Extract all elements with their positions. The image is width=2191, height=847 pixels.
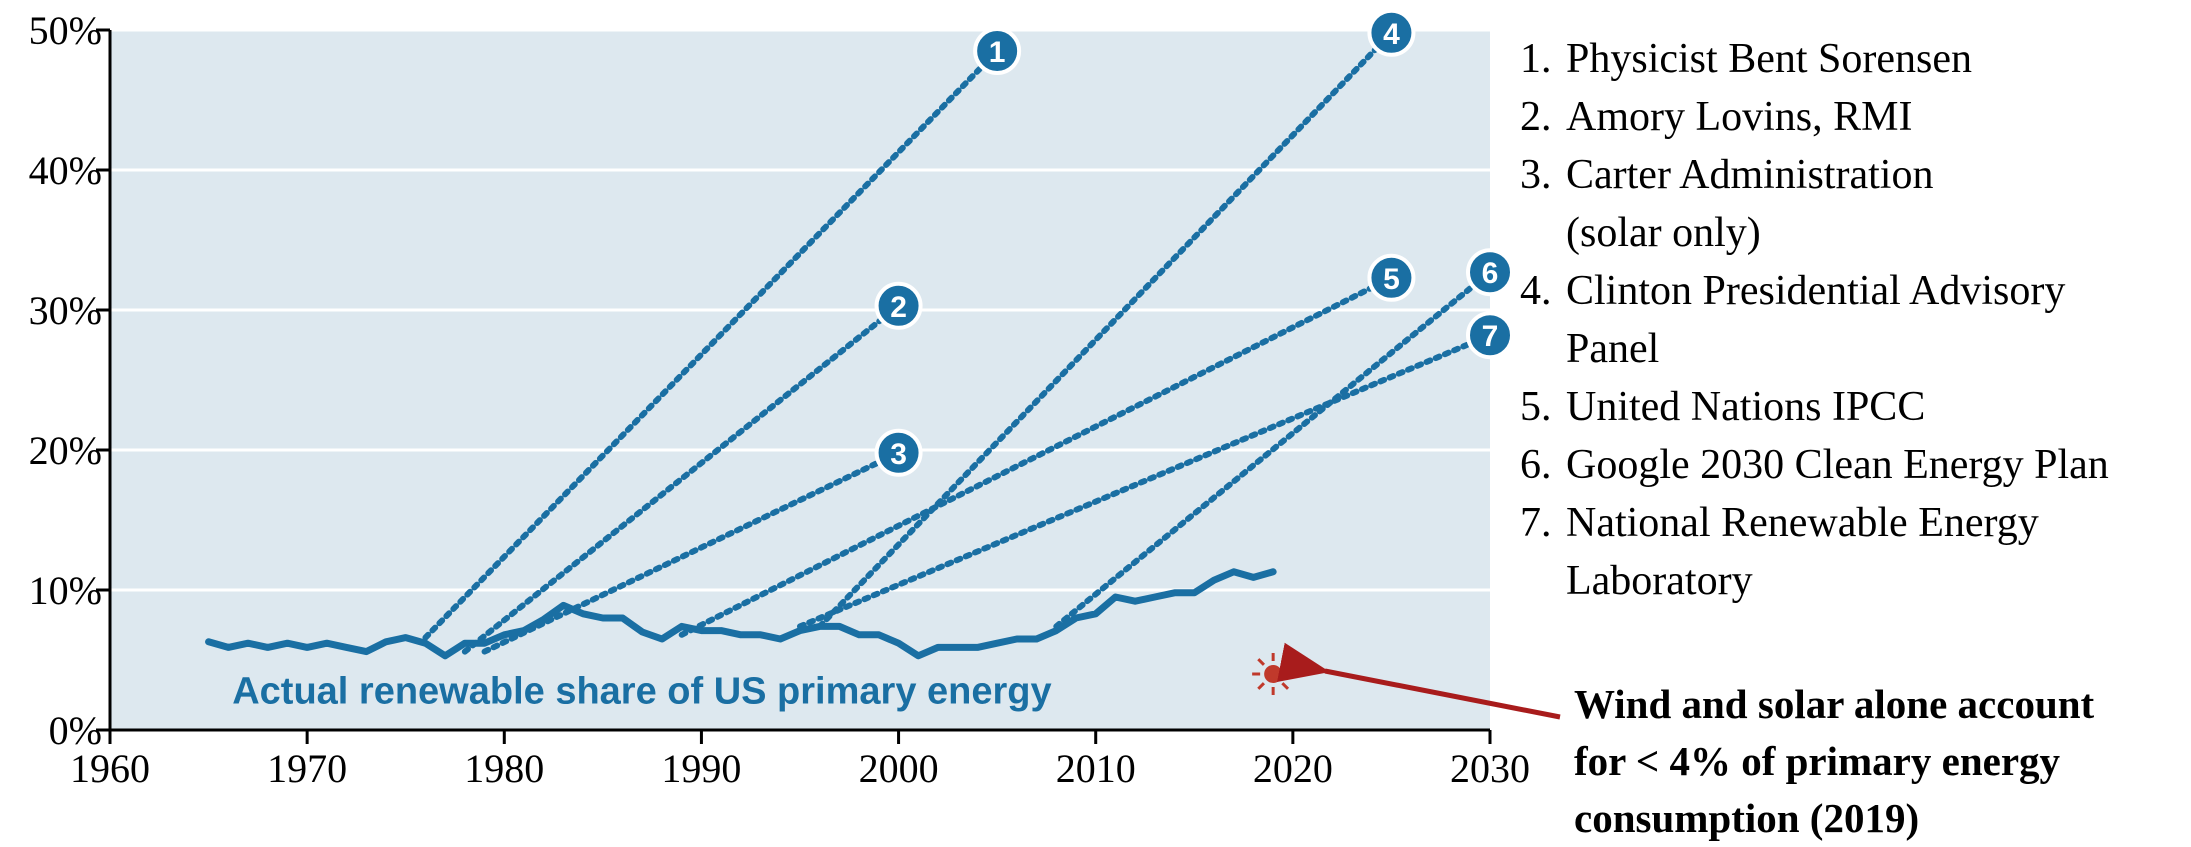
forecast-marker-6	[1466, 248, 1514, 297]
legend-text: Physicist Bent Sorensen	[1566, 36, 1972, 82]
legend-text: Clinton Presidential Advisory	[1566, 268, 2066, 314]
legend-item: (solar only)	[1520, 204, 2180, 262]
y-tick-label: 40%	[29, 148, 102, 193]
forecast-line-2	[461, 302, 902, 655]
forecast-marker-label: 5	[1383, 263, 1400, 296]
forecast-marker-label: 6	[1482, 257, 1499, 290]
legend-number	[1520, 320, 1566, 378]
x-tick-label: 1990	[661, 746, 741, 791]
x-tick-label: 2030	[1450, 746, 1530, 791]
legend-text: Panel	[1566, 326, 1660, 372]
forecast-legend: 1. Physicist Bent Sorensen 2. Amory Lovins,…	[1520, 30, 2180, 610]
plot-area	[110, 30, 1490, 730]
legend-text: (solar only)	[1566, 210, 1761, 256]
forecast-marker-1	[973, 27, 1022, 75]
forecast-marker-label: 1	[989, 36, 1006, 69]
axes: 0% 10% 20% 30% 40% 50% 1960 1970 1980 1990 2000 201…	[29, 8, 1530, 791]
x-tick-label: 2020	[1253, 746, 1333, 791]
legend-number	[1520, 204, 1566, 262]
forecast-marker-3	[874, 428, 923, 477]
legend-text: National Renewable Energy	[1566, 500, 2039, 546]
legend-item: Laboratory	[1520, 552, 2180, 610]
legend-item: Panel	[1520, 320, 2180, 378]
legend-number	[1520, 552, 1566, 610]
note-line: consumption (2019)	[1574, 795, 1920, 841]
y-tick-label: 20%	[29, 428, 102, 473]
legend-number: 1.	[1520, 36, 1552, 82]
x-tick-label: 1960	[70, 746, 150, 791]
actual-series-label: Actual renewable share of US primary ene…	[232, 670, 1051, 712]
gridlines	[110, 28, 1490, 592]
legend-item: 2. Amory Lovins, RMI	[1520, 88, 2180, 146]
forecast-marker-5	[1367, 253, 1416, 302]
forecast-marker-label: 2	[890, 291, 907, 324]
forecast-line-5	[678, 274, 1395, 638]
note-text: Wind and solar alone account for < 4% of…	[1574, 676, 2184, 847]
note-line: Wind and solar alone account	[1574, 681, 2095, 727]
forecast-markers: 1 2 3 4 5 6 7	[874, 8, 1514, 477]
legend-number: 4.	[1520, 268, 1552, 314]
x-tick-label: 1980	[464, 746, 544, 791]
legend-item: 3. Carter Administration	[1520, 146, 2180, 204]
forecast-line-6	[1053, 269, 1493, 630]
legend-item: 7. National Renewable Energy	[1520, 494, 2180, 552]
sun-ray	[1257, 658, 1266, 666]
forecast-marker-label: 3	[890, 438, 907, 471]
legend-item: 1. Physicist Bent Sorensen	[1520, 30, 2180, 88]
sun-icon	[1252, 653, 1295, 695]
legend-number: 7.	[1520, 500, 1552, 546]
forecast-line-7	[797, 332, 1493, 630]
legend-number: 6.	[1520, 442, 1552, 488]
forecast-marker-label: 7	[1482, 320, 1499, 353]
forecast-line-3	[481, 449, 902, 655]
legend-text: Laboratory	[1566, 558, 1753, 604]
sun-core	[1264, 665, 1283, 683]
forecast-line-1	[422, 48, 1001, 641]
legend-number: 3.	[1520, 152, 1552, 198]
legend-text: United Nations IPCC	[1566, 384, 1926, 430]
note-arrow	[1276, 642, 1561, 720]
forecast-lines	[422, 29, 1493, 655]
legend-text: Google 2030 Clean Energy Plan	[1566, 442, 2109, 488]
actual-series-line	[205, 568, 1277, 660]
forecast-marker-4	[1367, 8, 1416, 57]
y-tick-label: 50%	[29, 8, 102, 53]
y-tick-label: 30%	[29, 288, 102, 333]
forecast-line-4	[816, 29, 1395, 630]
legend-number: 5.	[1520, 384, 1552, 430]
forecast-marker-2	[874, 281, 923, 330]
x-tick-label: 1970	[267, 746, 347, 791]
legend-item: 6. Google 2030 Clean Energy Plan	[1520, 436, 2180, 494]
x-tick-label: 2000	[859, 746, 939, 791]
forecast-marker-7	[1466, 311, 1514, 360]
y-tick-label: 10%	[29, 568, 102, 613]
legend-item: 5. United Nations IPCC	[1520, 378, 2180, 436]
legend-item: 4. Clinton Presidential Advisory	[1520, 262, 2180, 320]
y-tick-label: 0%	[49, 708, 102, 753]
legend-number: 2.	[1520, 94, 1552, 140]
forecast-marker-label: 4	[1383, 18, 1400, 51]
actual-series: Actual renewable share of US primary ene…	[205, 568, 1277, 712]
sun-ray	[1281, 682, 1290, 690]
sun-ray	[1257, 682, 1266, 690]
legend-text: Carter Administration	[1566, 152, 1934, 198]
note-line: for < 4% of primary energy	[1574, 738, 2061, 784]
x-tick-label: 2010	[1056, 746, 1136, 791]
legend-text: Amory Lovins, RMI	[1566, 94, 1913, 140]
